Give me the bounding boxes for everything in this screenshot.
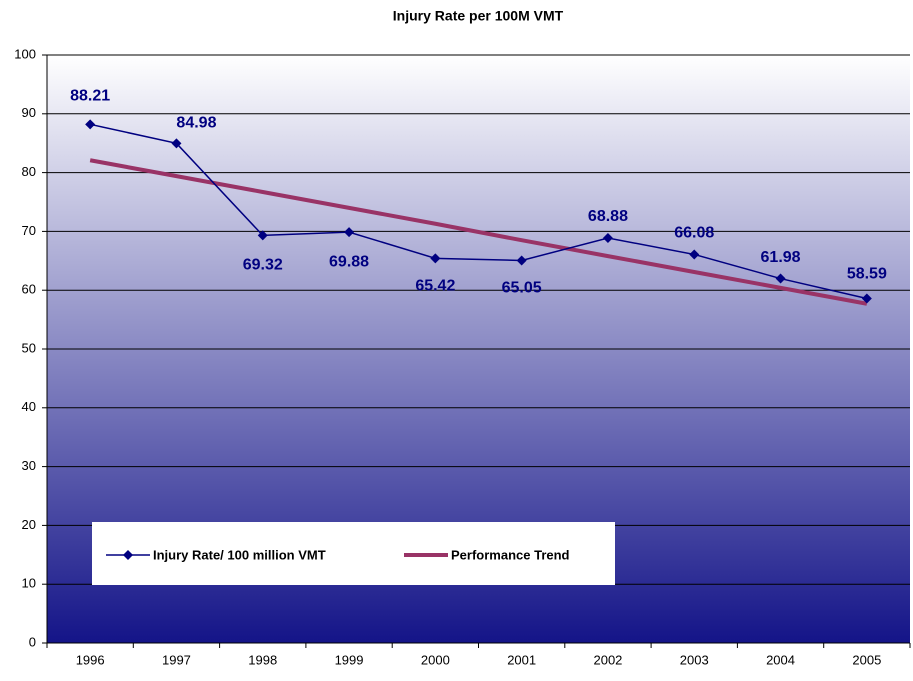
marker — [430, 253, 441, 264]
value-label: 69.32 — [243, 257, 283, 274]
y-tick-label: 50 — [22, 340, 36, 355]
y-tick-label: 10 — [22, 576, 36, 591]
marker — [861, 293, 872, 304]
marker — [257, 230, 268, 241]
x-tick-label: 2000 — [421, 652, 450, 667]
marker — [775, 273, 786, 284]
marker — [344, 227, 355, 238]
x-tick-label: 2004 — [766, 652, 795, 667]
y-tick-label: 0 — [29, 634, 36, 649]
x-tick-label: 1998 — [248, 652, 277, 667]
marker — [85, 119, 96, 130]
marker — [516, 255, 527, 266]
marker — [171, 138, 182, 149]
legend-swatch — [123, 550, 133, 560]
y-tick-label: 80 — [22, 164, 36, 179]
marker — [689, 249, 700, 260]
trend-line — [89, 158, 868, 306]
chart-title: Injury Rate per 100M VMT — [393, 8, 564, 24]
y-tick-label: 30 — [22, 458, 36, 473]
y-tick-label: 100 — [14, 46, 36, 61]
value-label: 65.05 — [502, 280, 542, 297]
x-tick-label: 2002 — [593, 652, 622, 667]
value-label: 65.42 — [415, 278, 455, 295]
x-tick-label: 2005 — [852, 652, 881, 667]
y-tick-label: 70 — [22, 223, 36, 238]
y-tick-label: 60 — [22, 282, 36, 297]
series-line — [89, 123, 868, 300]
value-label: 84.98 — [176, 115, 216, 132]
marker — [602, 232, 613, 243]
x-tick-label: 1996 — [76, 652, 105, 667]
x-tick-label: 2003 — [680, 652, 709, 667]
value-label: 68.88 — [588, 208, 628, 225]
value-label: 66.08 — [674, 225, 714, 242]
x-tick-label: 2001 — [507, 652, 536, 667]
x-tick-label: 1999 — [335, 652, 364, 667]
y-tick-label: 90 — [22, 105, 36, 120]
y-tick-label: 20 — [22, 517, 36, 532]
value-label: 61.98 — [761, 249, 801, 266]
x-tick-label: 1997 — [162, 652, 191, 667]
legend-label: Injury Rate/ 100 million VMT — [153, 547, 326, 562]
value-label: 88.21 — [70, 88, 110, 105]
y-tick-label: 40 — [22, 399, 36, 414]
legend-label: Performance Trend — [451, 547, 570, 562]
legend — [92, 522, 615, 585]
value-label: 58.59 — [847, 266, 887, 283]
value-label: 69.88 — [329, 253, 369, 270]
